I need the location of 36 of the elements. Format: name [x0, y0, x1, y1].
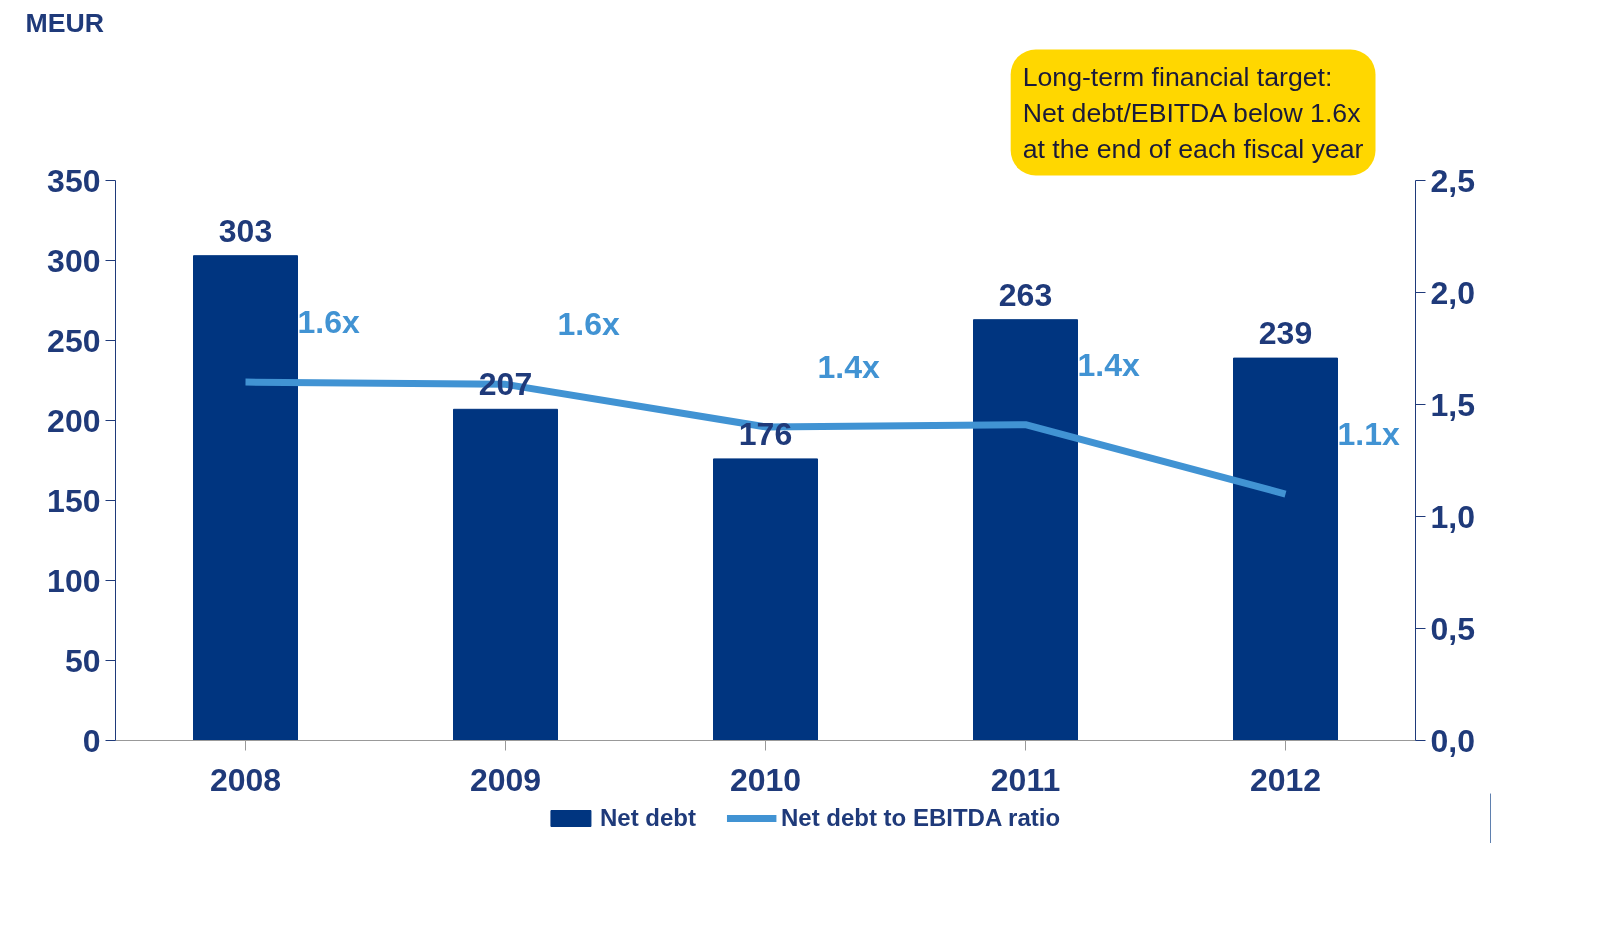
legend-label: Net debt to EBITDA ratio	[780, 804, 1061, 832]
x-tick-label: 2011	[990, 761, 1061, 798]
data-label: 239	[1258, 315, 1313, 352]
y2-tick-label: 2,0	[1430, 274, 1475, 311]
data-label: 1.6x	[557, 306, 620, 343]
y2-tick-label: 1,5	[1430, 386, 1475, 423]
x-tick-label: 2008	[209, 761, 282, 798]
y2-tick-label: 0,5	[1430, 610, 1475, 647]
x-tick-label: 2009	[469, 761, 542, 798]
bar	[973, 319, 1078, 741]
y-tick-label: 100	[47, 562, 101, 599]
y-tick-label: 250	[47, 322, 101, 359]
y-tick-label: 0	[82, 722, 101, 759]
bar	[193, 255, 298, 741]
y-tick-label: 150	[47, 482, 101, 519]
y2-tick-label: 2,5	[1430, 162, 1475, 199]
data-label: 303	[218, 212, 273, 249]
y-tick-label: 200	[47, 402, 101, 439]
y-tick-label: 300	[47, 242, 101, 279]
y2-tick-label: 1,0	[1430, 498, 1475, 535]
y2-tick-label: 0,0	[1430, 722, 1475, 759]
x-tick-label: 2012	[1249, 761, 1322, 798]
data-label: 263	[998, 276, 1053, 313]
x-tick-label: 2010	[729, 761, 802, 798]
y-tick-label: 50	[64, 642, 101, 679]
data-label: 1.4x	[817, 348, 880, 385]
data-label: 1.4x	[1077, 346, 1140, 383]
legend-label: Net debt	[599, 804, 696, 832]
data-label: 1.6x	[297, 304, 360, 341]
bar	[713, 458, 818, 741]
bar	[1233, 357, 1338, 741]
text: Long-term financial target: Net debt/EBITDA below 1.6x at the end of each fiscal year	[1022, 61, 1364, 164]
bar	[453, 408, 558, 741]
y-tick-label: 350	[47, 162, 101, 199]
y-axis-title: MEUR	[25, 7, 104, 38]
data-label: 1.1x	[1337, 416, 1400, 453]
